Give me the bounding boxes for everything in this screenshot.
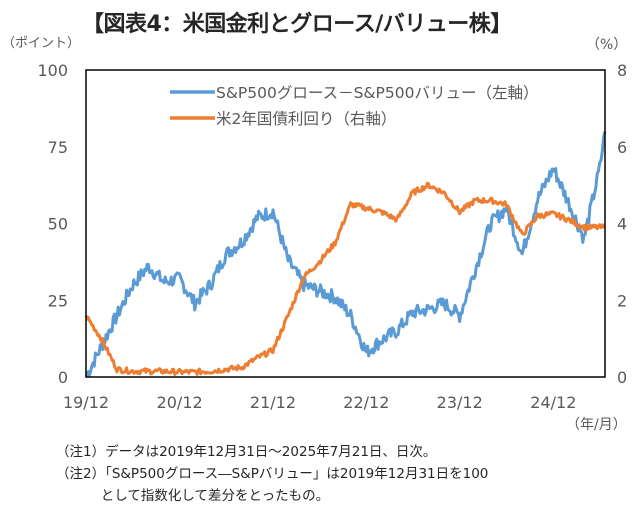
- plot-svg: 0 25 50 75 100 0 2 4 6 8 19/12 20/12 21/12 22/12 23/12…: [37, 61, 627, 412]
- note-1: （注1）データは2019年12月31日～2025年7月21日、日次。: [56, 444, 437, 460]
- note-3: として指数化して差分をとったもの。: [56, 488, 330, 504]
- right-axis-unit: （%）: [586, 37, 628, 53]
- x-tick-label: 20/12: [157, 393, 203, 412]
- x-tick-label: 24/12: [530, 393, 576, 412]
- right-y-tick-label: 0: [617, 368, 627, 387]
- x-tick-label: 22/12: [343, 393, 389, 412]
- left-y-tick-label: 100: [37, 61, 68, 80]
- left-y-tick-label: 75: [48, 138, 68, 157]
- right-y-tick-label: 8: [617, 61, 627, 80]
- right-y-tick-label: 4: [617, 215, 627, 234]
- left-axis-unit: （ポイント）: [2, 36, 81, 51]
- plot-area-border: [85, 69, 606, 378]
- x-tick-label: 19/12: [63, 393, 109, 412]
- x-tick-label: 21/12: [250, 393, 296, 412]
- chart-title: 【図表4：米国金利とグロース/バリュー株】: [82, 12, 512, 37]
- x-tick-label: 23/12: [437, 393, 483, 412]
- series-line-2: [84, 181, 606, 376]
- x-axis-unit: （年/月）: [566, 417, 627, 433]
- right-y-tick-label: 6: [617, 138, 627, 157]
- right-y-tick-label: 2: [617, 291, 627, 310]
- legend-label: S&P500グロース－S&P500バリュー（左軸）: [216, 84, 538, 102]
- left-y-tick-label: 50: [48, 215, 68, 234]
- left-y-tick-label: 25: [48, 291, 68, 310]
- legend-label: 米2年国債利回り（右軸）: [216, 110, 396, 128]
- series-line-1: [84, 131, 607, 378]
- note-2: （注2）「S&P500グロース―S&Pバリュー」は2019年12月31日を100: [56, 466, 489, 482]
- left-y-tick-label: 0: [58, 368, 68, 387]
